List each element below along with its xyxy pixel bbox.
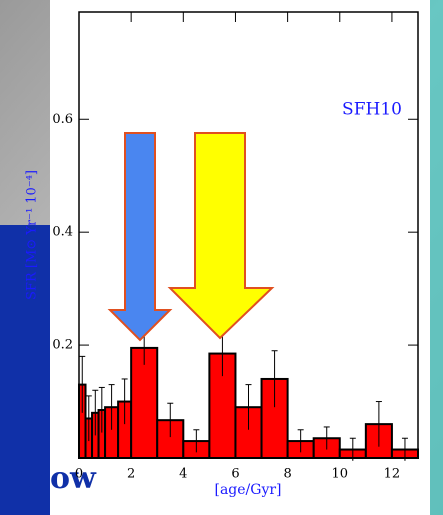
- x-tick-label: 2: [127, 467, 135, 482]
- now-label: now: [28, 461, 97, 496]
- y-axis-label: SFR [M⊙ Yr⁻¹ 10⁻⁴]: [25, 170, 40, 300]
- plot-frame: [78, 11, 419, 459]
- x-tick-label: 12: [384, 467, 401, 482]
- y-tick-label: 0.6: [52, 112, 73, 127]
- x-axis-label: [age/Gyr]: [214, 482, 281, 498]
- y-tick-label: 0.4: [52, 225, 73, 240]
- y-tick-label: 0.2: [52, 338, 73, 353]
- x-tick-label: 4: [179, 467, 187, 482]
- x-tick-label: 8: [283, 467, 291, 482]
- yellow-arrow: [167, 132, 275, 340]
- x-tick-label: 0: [75, 467, 83, 482]
- x-tick-label: 10: [331, 467, 348, 482]
- blue-arrow: [107, 132, 173, 342]
- chart-title: SFH10: [342, 100, 402, 120]
- x-tick-label: 6: [231, 467, 239, 482]
